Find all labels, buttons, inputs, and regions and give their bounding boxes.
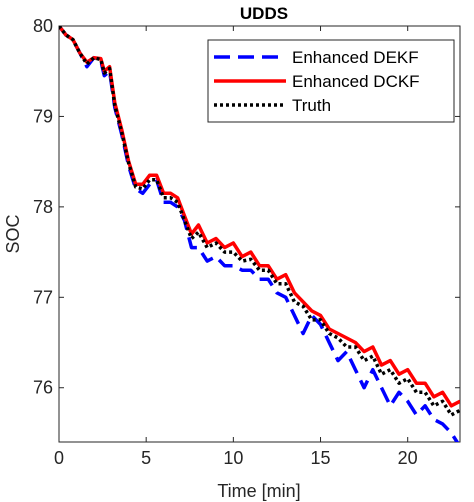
y-tick-label: 77 [33, 287, 53, 307]
legend-label: Truth [292, 96, 331, 115]
x-tick-label: 0 [54, 448, 64, 468]
y-tick-label: 78 [33, 197, 53, 217]
y-axis-label: SOC [3, 214, 23, 253]
series-layer [59, 26, 460, 442]
series-line-enhanced-dckf [59, 26, 460, 408]
x-tick-label: 5 [141, 448, 151, 468]
x-axis-label: Time [min] [217, 481, 300, 501]
chart-title: UDDS [240, 4, 288, 23]
y-axis: 76 77 78 79 80 [33, 16, 460, 398]
x-tick-label: 15 [311, 448, 331, 468]
legend-label: Enhanced DEKF [292, 48, 419, 67]
x-tick-label: 20 [398, 448, 418, 468]
x-axis: 0 5 10 15 20 [54, 26, 418, 468]
y-tick-label: 80 [33, 16, 53, 36]
series-line-truth [59, 26, 460, 417]
legend-label: Enhanced DCKF [292, 72, 420, 91]
legend: Enhanced DEKF Enhanced DCKF Truth [207, 39, 455, 123]
x-tick-label: 10 [223, 448, 243, 468]
y-tick-label: 79 [33, 106, 53, 126]
y-tick-label: 76 [33, 378, 53, 398]
